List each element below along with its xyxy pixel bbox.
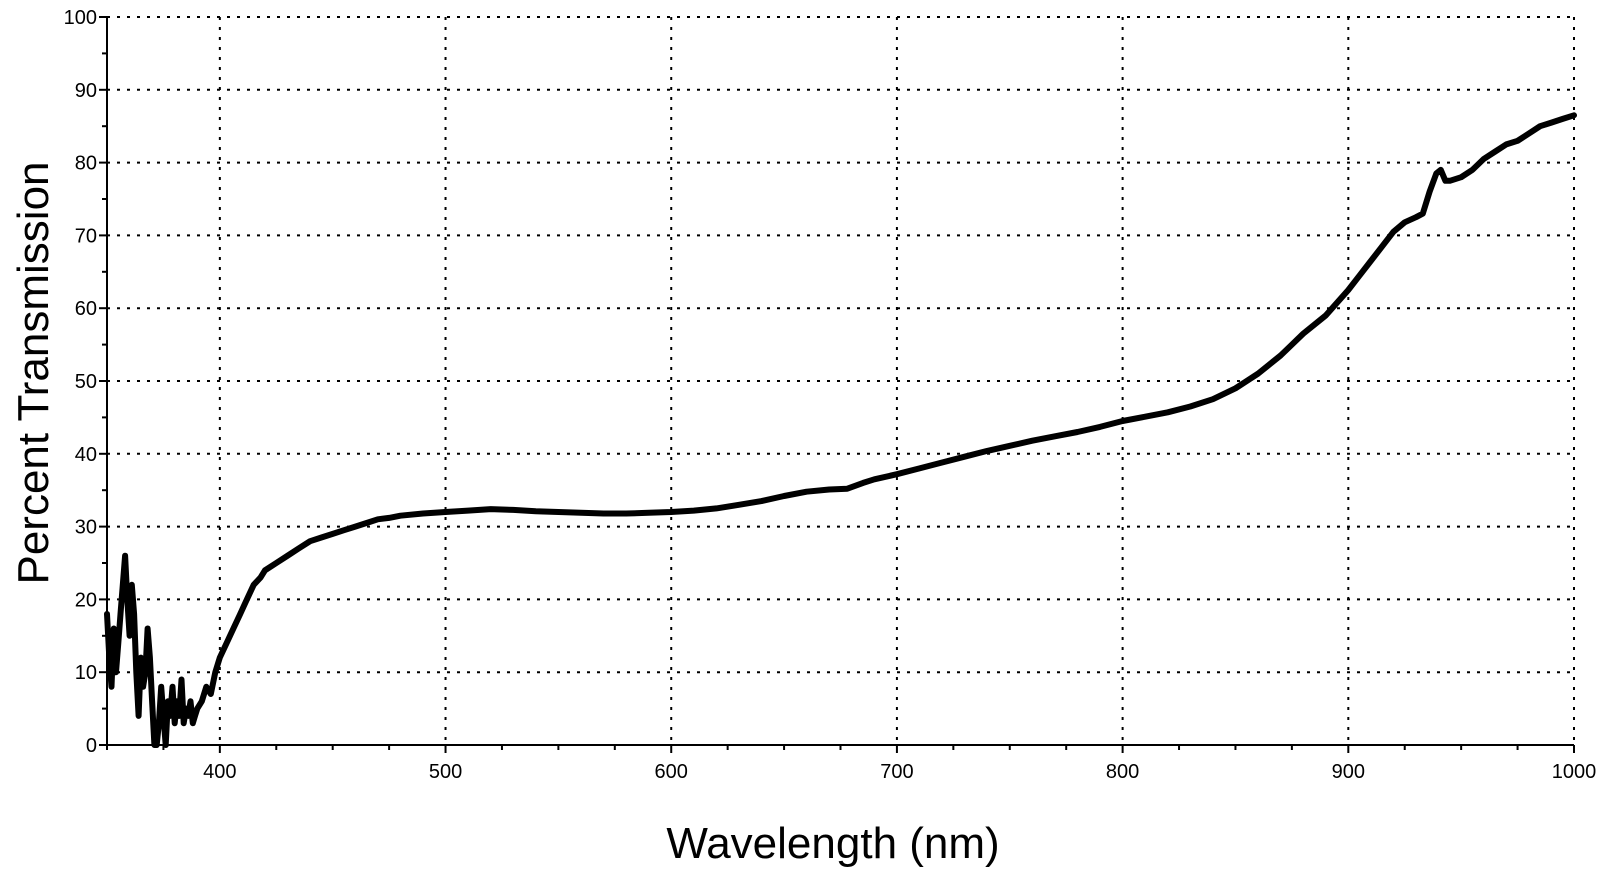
y-tick-label: 10 <box>75 662 97 684</box>
x-tick-label: 700 <box>880 761 913 783</box>
y-tick-label: 20 <box>75 589 97 611</box>
series-group <box>104 112 1577 748</box>
y-tick-label: 70 <box>75 225 97 247</box>
y-tick-label: 40 <box>75 444 97 466</box>
x-tick-label: 800 <box>1106 761 1139 783</box>
y-tick-label: 0 <box>86 735 97 757</box>
x-tick-label: 400 <box>203 761 236 783</box>
y-tick-label: 100 <box>64 7 97 29</box>
y-tick-label: 30 <box>75 517 97 539</box>
x-tick-label: 600 <box>655 761 688 783</box>
y-tick-label: 60 <box>75 298 97 320</box>
x-tick-label: 1000 <box>1552 761 1597 783</box>
axis-ticks: 0 10 20 30 40 50 60 70 80 90 100 400 500 600 700 800 900… <box>64 7 1597 783</box>
transmission-series-line <box>104 112 1577 748</box>
y-tick-label: 90 <box>75 80 97 102</box>
grid <box>107 16 1575 746</box>
x-tick-label: 900 <box>1332 761 1365 783</box>
x-tick-label: 500 <box>429 761 462 783</box>
y-axis-title: Percent Transmission <box>9 161 58 584</box>
y-tick-label: 80 <box>75 153 97 175</box>
x-axis-title: Wavelength (nm) <box>666 819 999 868</box>
y-tick-label: 50 <box>75 371 97 393</box>
